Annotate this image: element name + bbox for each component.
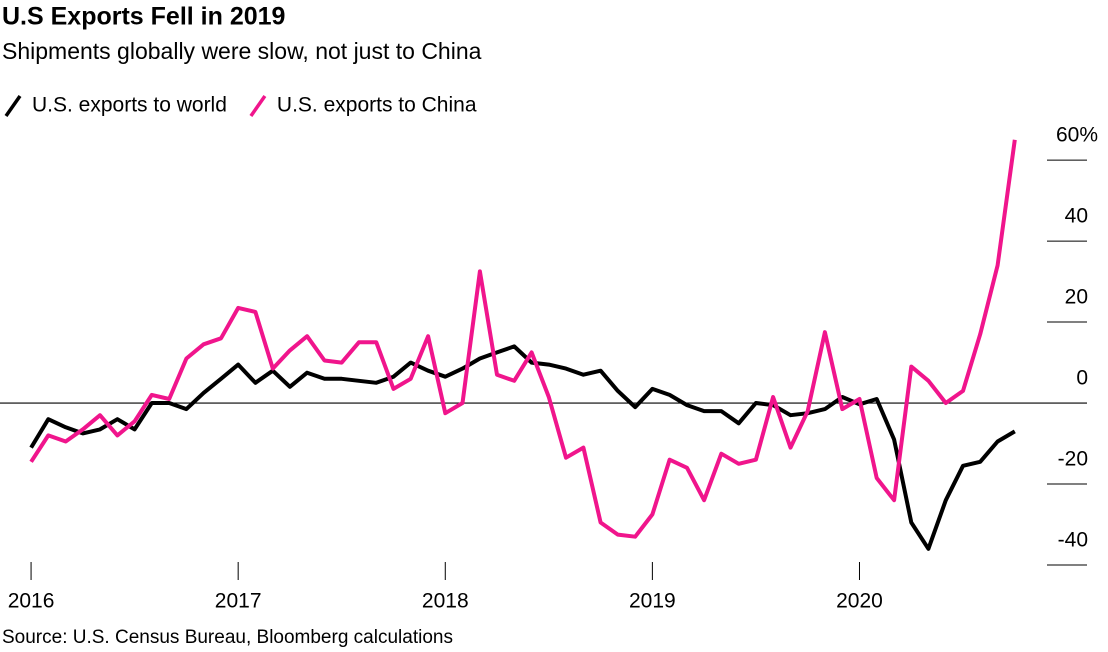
- chart-subtitle: Shipments globally were slow, not just t…: [2, 38, 482, 64]
- series-line: [29, 344, 1016, 551]
- x-tick-label: 2020: [836, 590, 883, 613]
- legend-label: U.S. exports to world: [32, 94, 227, 117]
- source: Source: U.S. Census Bureau, Bloomberg ca…: [2, 627, 453, 648]
- x-tick-label: 2018: [422, 590, 469, 613]
- y-tick-label: 0: [1076, 367, 1088, 390]
- y-tick-label: -40: [1058, 529, 1088, 552]
- x-tick-label: 2019: [629, 590, 676, 613]
- y-tick-label: 40: [1065, 205, 1088, 228]
- x-tick-label: 2016: [8, 590, 55, 613]
- legend-swatch: [4, 94, 22, 118]
- y-tick-label: 60%: [1056, 124, 1098, 147]
- x-tick-label: 2017: [215, 590, 262, 613]
- legend-swatch: [249, 94, 267, 118]
- legend-label: U.S. exports to China: [277, 94, 477, 117]
- y-tick-label: 20: [1065, 286, 1088, 309]
- chart-title: U.S Exports Fell in 2019: [2, 3, 285, 31]
- y-tick-label: -20: [1058, 448, 1088, 471]
- series-line: [29, 139, 1017, 539]
